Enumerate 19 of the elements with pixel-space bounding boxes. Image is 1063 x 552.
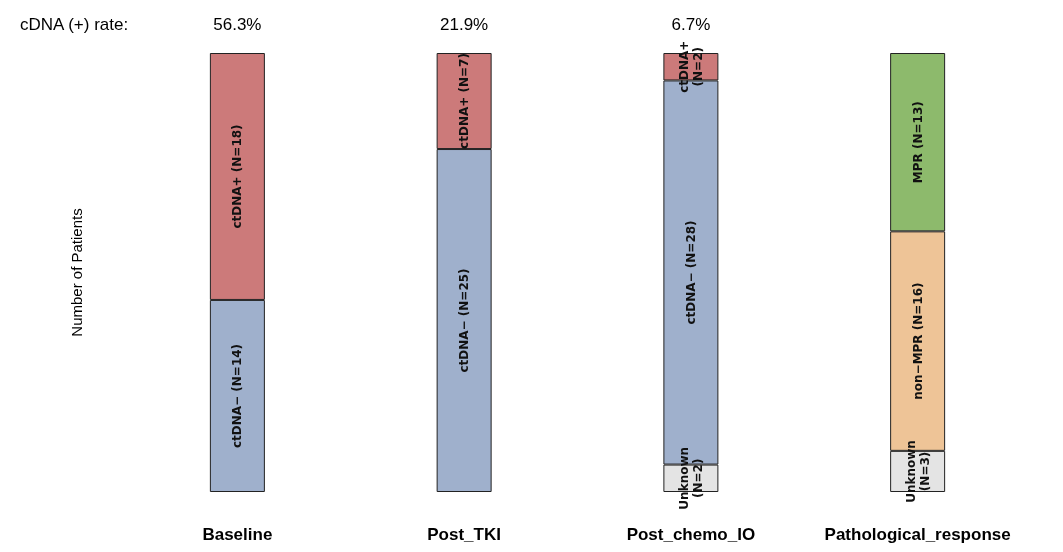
text: 6.7% (671, 14, 711, 34)
data-label: Unknown (N=3) (903, 440, 932, 503)
x-tick-label: Post_TKI (427, 525, 501, 544)
x-tick-label: Baseline (202, 525, 273, 544)
data-label: ctDNA+ (N=2) (676, 40, 705, 93)
data-label: ctDNA− (N=14) (230, 343, 245, 449)
data-label: Unknown (N=2) (676, 446, 705, 510)
data-label: ctDNA+ (N=7) (457, 53, 472, 149)
y-axis-title: Number of Patients (68, 208, 85, 337)
data-label: MPR (N=13) (910, 101, 925, 184)
text: 21.9% (440, 14, 489, 34)
data-label: ctDNA+ (N=18) (230, 124, 245, 229)
x-tick-label: Pathological_response (824, 525, 1011, 544)
data-label: non−MPR (N=16) (910, 282, 925, 400)
data-label: ctDNA− (N=28) (683, 220, 698, 325)
data-label: ctDNA− (N=25) (457, 268, 472, 373)
text: 56.3% (213, 14, 262, 34)
x-tick-label: Post_chemo_IO (626, 525, 756, 544)
text: cDNA (+) rate: (20, 14, 129, 34)
